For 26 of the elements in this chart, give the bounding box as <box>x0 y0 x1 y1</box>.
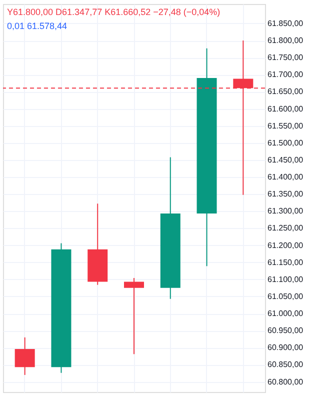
y-tick-label: 61.600,00 <box>268 104 304 114</box>
y-tick-label: 61.850,00 <box>268 18 304 28</box>
y-tick-label: 60.950,00 <box>268 326 304 336</box>
y-tick-label: 61.000,00 <box>268 309 304 318</box>
candlestick <box>124 278 144 355</box>
y-tick-label: 61.250,00 <box>268 224 304 233</box>
y-tick-label: 60.900,00 <box>268 343 304 352</box>
y-tick-label: 61.300,00 <box>268 206 304 216</box>
annotation: 0,01 61.578,44 <box>7 21 68 31</box>
y-tick-label: 61.450,00 <box>268 155 304 164</box>
y-tick-label: 61.400,00 <box>268 172 304 182</box>
y-tick-label: 61.800,00 <box>268 36 304 46</box>
y-tick-label: 61.050,00 <box>268 292 304 301</box>
y-tick-label: 61.650,00 <box>268 87 304 96</box>
y-tick-label: 60.800,00 <box>268 377 304 386</box>
y-tick-label: 61.700,00 <box>268 70 304 80</box>
y-tick-label: 61.350,00 <box>268 190 304 199</box>
y-tick-label: 61.100,00 <box>268 274 304 284</box>
y-tick-label: 61.200,00 <box>268 240 304 250</box>
y-tick-label: 61.500,00 <box>268 138 304 148</box>
candlestick <box>14 336 35 376</box>
y-tick-label: 61.150,00 <box>268 258 304 267</box>
y-tick-label: 61.550,00 <box>268 121 304 130</box>
annotation: Y61.800,00 D61.347,77 K61.660,52 −27,48 (−0,04%) <box>7 7 220 17</box>
y-tick-label: 61.750,00 <box>268 53 304 62</box>
y-tick-label: 60.850,00 <box>268 360 304 370</box>
